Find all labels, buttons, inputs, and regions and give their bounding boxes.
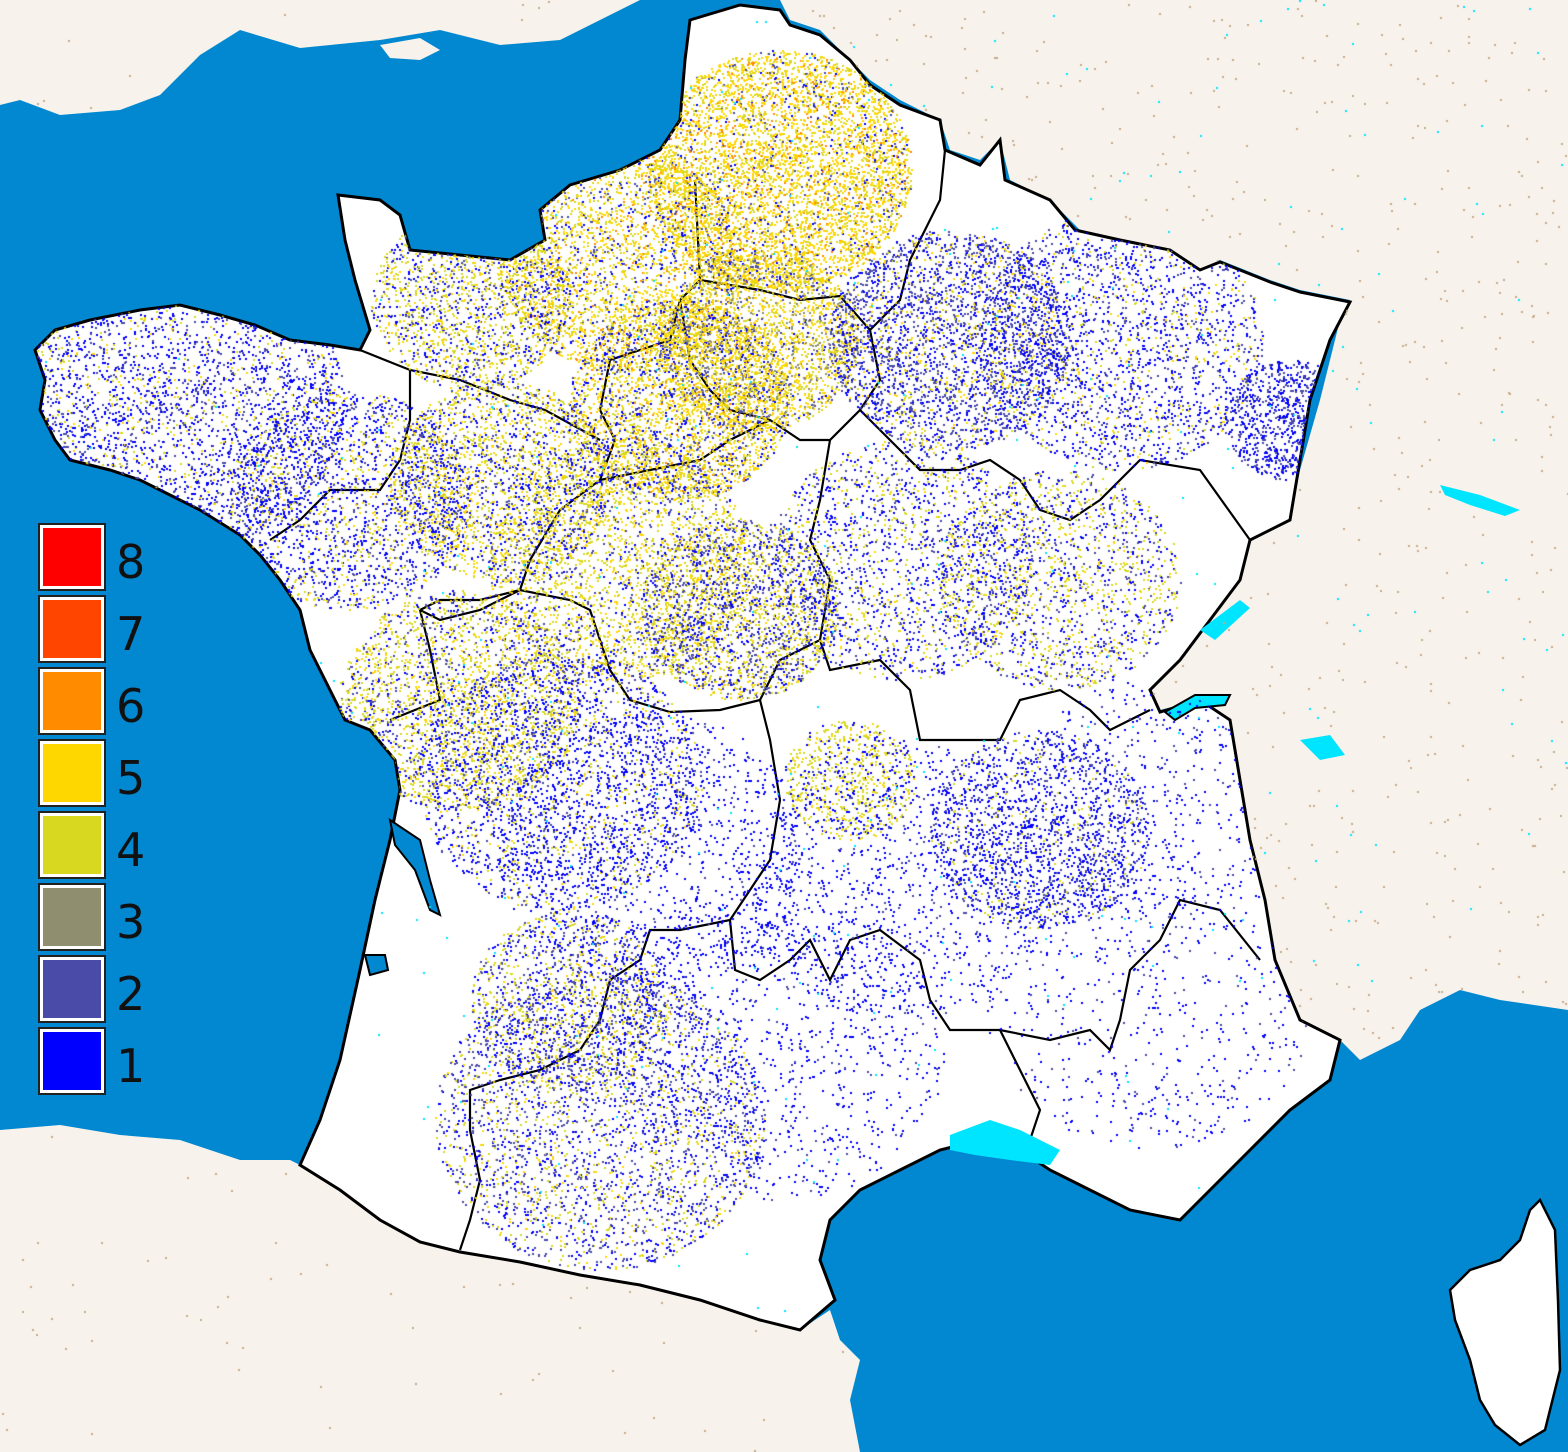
- legend-item: 5: [38, 739, 160, 813]
- legend-item: 6: [38, 667, 160, 741]
- legend-label: 1: [116, 1039, 146, 1093]
- legend-swatch: [38, 667, 106, 735]
- legend-label: 3: [116, 895, 146, 949]
- legend-item: 3: [38, 883, 160, 957]
- legend-item: 2: [38, 955, 160, 1029]
- legend-item: 1: [38, 1027, 160, 1101]
- intensity-legend: 8 7 6 5 4 3 2 1: [38, 523, 160, 1101]
- legend-label: 4: [116, 823, 146, 877]
- legend-label: 5: [116, 751, 146, 805]
- legend-item: 8: [38, 523, 160, 597]
- legend-swatch: [38, 739, 106, 807]
- legend-swatch: [38, 1027, 106, 1095]
- legend-swatch: [38, 523, 106, 591]
- legend-label: 8: [116, 535, 146, 589]
- legend-swatch: [38, 955, 106, 1023]
- legend-item: 7: [38, 595, 160, 669]
- legend-label: 6: [116, 679, 146, 733]
- legend-label: 2: [116, 967, 146, 1021]
- legend-swatch: [38, 595, 106, 663]
- legend-label: 7: [116, 607, 146, 661]
- legend-swatch: [38, 883, 106, 951]
- legend-swatch: [38, 811, 106, 879]
- legend-item: 4: [38, 811, 160, 885]
